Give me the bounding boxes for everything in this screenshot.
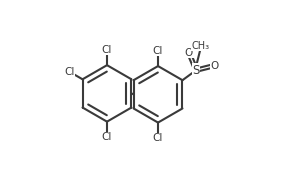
Text: Cl: Cl: [102, 45, 112, 55]
Text: O: O: [185, 48, 193, 58]
Text: Cl: Cl: [153, 46, 163, 56]
Text: CH₃: CH₃: [191, 41, 209, 51]
Text: O: O: [210, 61, 218, 71]
Text: S: S: [192, 64, 200, 77]
Text: Cl: Cl: [102, 132, 112, 142]
Text: Cl: Cl: [153, 133, 163, 143]
Text: Cl: Cl: [64, 67, 74, 77]
